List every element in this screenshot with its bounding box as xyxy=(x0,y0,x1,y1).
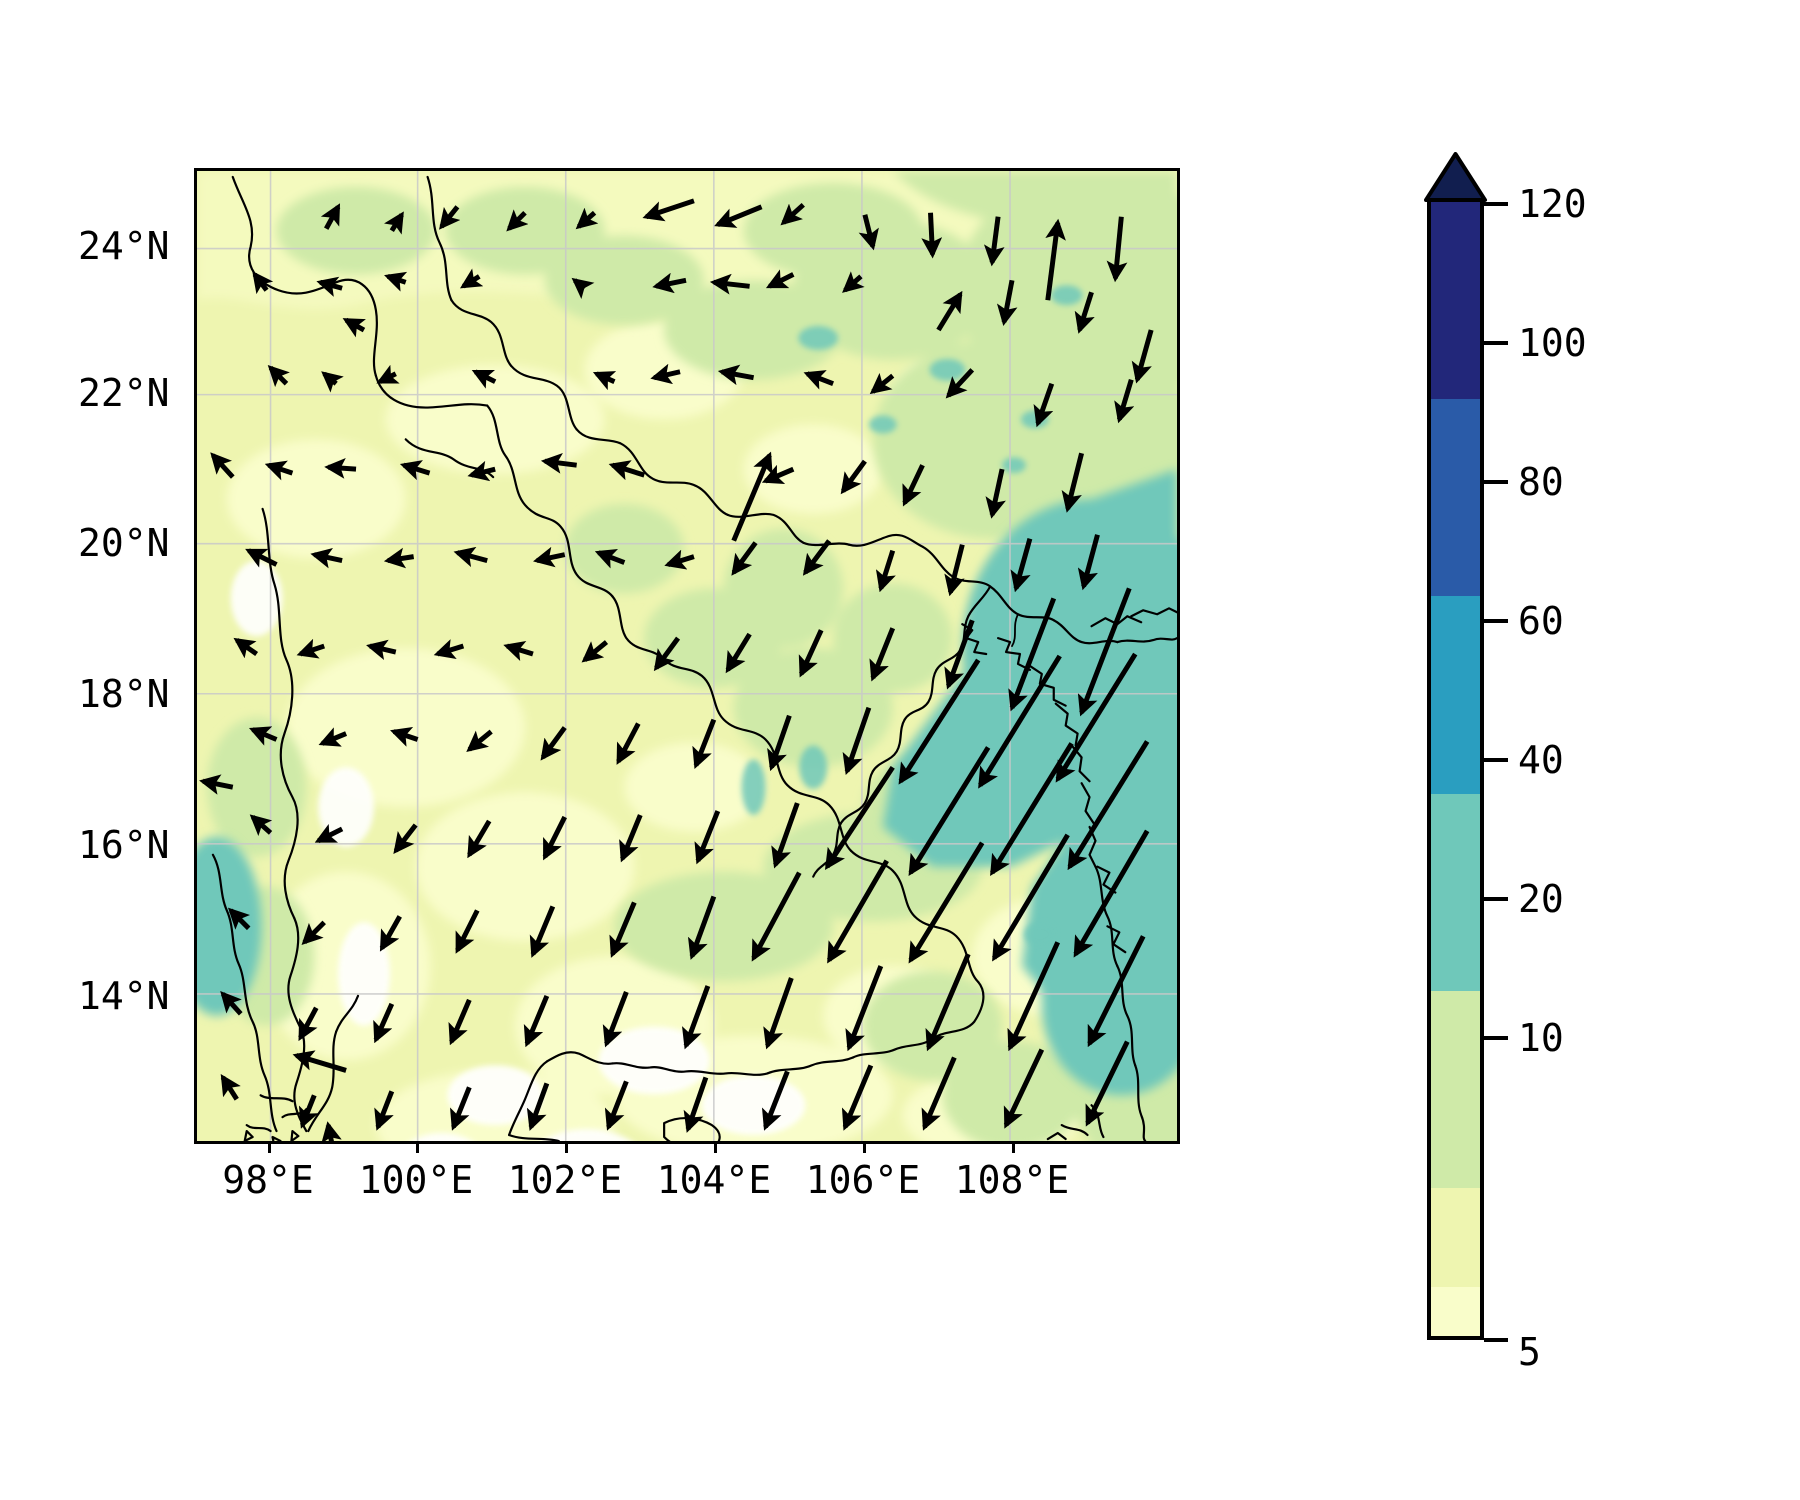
y-tick-label-14N: 14°N xyxy=(78,974,170,1018)
colorbar-band-20-40 xyxy=(1431,990,1480,1189)
wind-vector-field xyxy=(199,198,1154,1141)
colorbar-label-60: 60 xyxy=(1518,599,1564,643)
x-tick-mark xyxy=(416,1144,419,1153)
colorbar-band-100-120 xyxy=(1431,202,1480,400)
colorbar-label-10: 10 xyxy=(1518,1016,1564,1060)
colorbar-label-80: 80 xyxy=(1518,460,1564,504)
x-tick-mark xyxy=(565,1144,568,1153)
x-tick-mark xyxy=(268,1144,271,1153)
colorbar-band-10-20 xyxy=(1431,1188,1480,1287)
colorbar-tick-80 xyxy=(1484,480,1508,484)
x-tick-label-98E: 98°E xyxy=(222,1158,314,1202)
colorbar-label-20: 20 xyxy=(1518,877,1564,921)
colorbar-tick-60 xyxy=(1484,619,1508,623)
colorbar[interactable] xyxy=(1427,198,1484,1340)
y-tick-label-24N: 24°N xyxy=(78,224,170,268)
colorbar-tick-120 xyxy=(1484,202,1508,206)
wind-speed-contour-map xyxy=(197,171,1177,1141)
colorbar-band-5-10 xyxy=(1431,1286,1480,1336)
x-tick-label-100E: 100°E xyxy=(358,1158,474,1202)
colorbar-tick-5 xyxy=(1484,1338,1508,1342)
colorbar-tick-10 xyxy=(1484,1036,1508,1040)
x-tick-mark xyxy=(1012,1144,1015,1153)
x-tick-mark xyxy=(714,1144,717,1153)
colorbar-tick-20 xyxy=(1484,897,1508,901)
x-tick-label-102E: 102°E xyxy=(507,1158,623,1202)
colorbar-label-40: 40 xyxy=(1518,738,1564,782)
x-tick-label-106E: 106°E xyxy=(805,1158,921,1202)
colorbar-band-40-60 xyxy=(1431,793,1480,991)
colorbar-band-60-80 xyxy=(1431,596,1480,794)
x-tick-label-108E: 108°E xyxy=(954,1158,1070,1202)
colorbar-extend-max-icon xyxy=(1424,152,1487,202)
colorbar-label-120: 120 xyxy=(1518,182,1587,226)
map-plot-area xyxy=(194,168,1180,1144)
y-tick-label-22N: 22°N xyxy=(78,371,170,415)
colorbar-label-100: 100 xyxy=(1518,321,1587,365)
y-tick-label-18N: 18°N xyxy=(78,672,170,716)
y-tick-label-16N: 16°N xyxy=(78,823,170,867)
y-tick-label-20N: 20°N xyxy=(78,521,170,565)
colorbar-band-80-100 xyxy=(1431,399,1480,597)
colorbar-tick-100 xyxy=(1484,341,1508,345)
x-tick-label-104E: 104°E xyxy=(656,1158,772,1202)
colorbar-tick-40 xyxy=(1484,758,1508,762)
x-tick-mark xyxy=(863,1144,866,1153)
colorbar-label-5: 5 xyxy=(1518,1330,1541,1374)
